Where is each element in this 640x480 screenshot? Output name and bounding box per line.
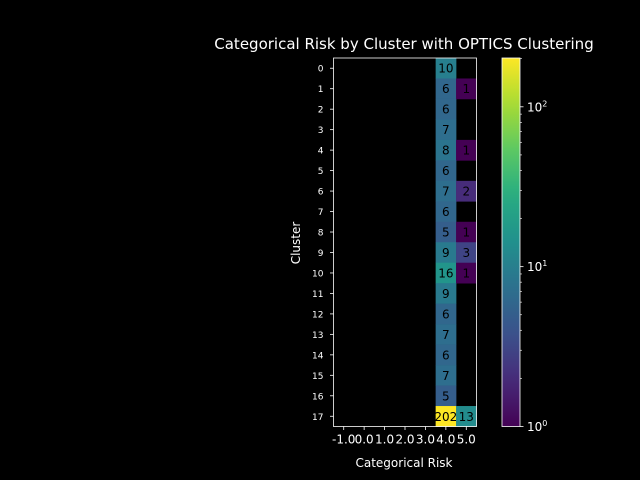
- cell-value-label: 9: [442, 287, 450, 301]
- cell-value-label: 7: [442, 185, 450, 199]
- heatmap-cell: [435, 139, 457, 161]
- heatmap-cell: [435, 262, 457, 284]
- heatmap-cell: [435, 242, 457, 264]
- heatmap-cell: [456, 78, 477, 100]
- colorbar-tick-label: 102: [527, 99, 547, 114]
- x-tick-label: 1.0: [375, 433, 394, 447]
- y-tick-label: 2: [318, 106, 324, 116]
- y-tick-label: 3: [318, 126, 324, 136]
- chart-title: Categorical Risk by Cluster with OPTICS …: [214, 35, 593, 53]
- y-tick-label: 16: [312, 392, 324, 402]
- heatmap-cell: [435, 180, 457, 202]
- cell-value-label: 6: [442, 82, 450, 96]
- y-tick-label: 5: [318, 167, 324, 177]
- x-tick-label: 5.0: [457, 433, 476, 447]
- y-tick-label: 10: [312, 269, 324, 279]
- y-tick-label: 9: [318, 249, 324, 259]
- cell-value-label: 7: [442, 369, 450, 383]
- heatmap-cell: [456, 406, 477, 427]
- y-tick-label: 7: [318, 208, 324, 218]
- cell-value-label: 202: [434, 410, 457, 424]
- heatmap-cell: [435, 344, 457, 366]
- cell-value-label: 13: [459, 410, 474, 424]
- heatmap-cell: [435, 201, 457, 223]
- cell-value-label: 16: [438, 266, 453, 280]
- y-tick-label: 0: [318, 65, 324, 75]
- cell-value-label: 5: [442, 226, 450, 240]
- heatmap-cell: [456, 139, 477, 161]
- y-tick-label: 1: [318, 85, 324, 95]
- heatmap-cell: [435, 160, 457, 182]
- y-tick-label: 8: [318, 229, 324, 239]
- heatmap-cell: [435, 385, 457, 407]
- heatmap-cell: [435, 58, 457, 79]
- cell-value-label: 10: [438, 62, 453, 76]
- y-tick-label: 12: [312, 310, 323, 320]
- cell-value-label: 9: [442, 246, 450, 260]
- x-tick-label: 0.0: [355, 433, 374, 447]
- x-axis-label: Categorical Risk: [355, 456, 452, 470]
- cell-value-label: 8: [442, 144, 450, 158]
- heatmap-cell: [435, 221, 457, 243]
- cell-value-label: 5: [442, 389, 450, 403]
- cell-value-label: 1: [462, 82, 470, 96]
- heatmap-cell: [435, 303, 457, 325]
- heatmap-cell: [435, 324, 457, 345]
- y-tick-label: 17: [312, 413, 323, 423]
- x-tick-label: -1.0: [332, 433, 355, 447]
- cell-value-label: 1: [462, 226, 470, 240]
- heatmap-cell: [456, 242, 477, 264]
- colorbar-tick-label: 100: [527, 419, 547, 434]
- cell-value-label: 6: [442, 205, 450, 219]
- colorbar-tick-label: 101: [527, 259, 547, 274]
- y-axis-label: Cluster: [289, 222, 303, 265]
- colorbar: [501, 57, 521, 427]
- heatmap-cell: [435, 98, 457, 120]
- y-tick-label: 13: [312, 331, 323, 341]
- y-tick-label: 15: [312, 372, 323, 382]
- x-tick-label: 3.0: [416, 433, 435, 447]
- cell-value-label: 7: [442, 328, 450, 342]
- cell-value-label: 6: [442, 348, 450, 362]
- y-tick-label: 14: [312, 351, 324, 361]
- cell-value-label: 3: [462, 246, 470, 260]
- heatmap-cell: [456, 221, 477, 243]
- cell-value-label: 6: [442, 164, 450, 178]
- x-tick-label: 4.0: [436, 433, 455, 447]
- cell-value-label: 7: [442, 123, 450, 137]
- heatmap-cell: [456, 180, 477, 202]
- heatmap-cell: [435, 365, 457, 386]
- heatmap-cell: [435, 406, 457, 427]
- cell-value-label: 2: [462, 185, 470, 199]
- heatmap-cell: [435, 119, 457, 141]
- x-tick-label: 2.0: [395, 433, 414, 447]
- cell-value-label: 6: [442, 307, 450, 321]
- cell-value-label: 1: [462, 266, 470, 280]
- heatmap-cell: [435, 78, 457, 100]
- heatmap-cell: [456, 262, 477, 284]
- cell-value-label: 6: [442, 103, 450, 117]
- heatmap-cell: [435, 283, 457, 304]
- y-tick-label: 4: [318, 147, 324, 157]
- y-tick-label: 11: [312, 290, 323, 300]
- y-tick-label: 6: [318, 188, 324, 198]
- cell-value-label: 1: [462, 144, 470, 158]
